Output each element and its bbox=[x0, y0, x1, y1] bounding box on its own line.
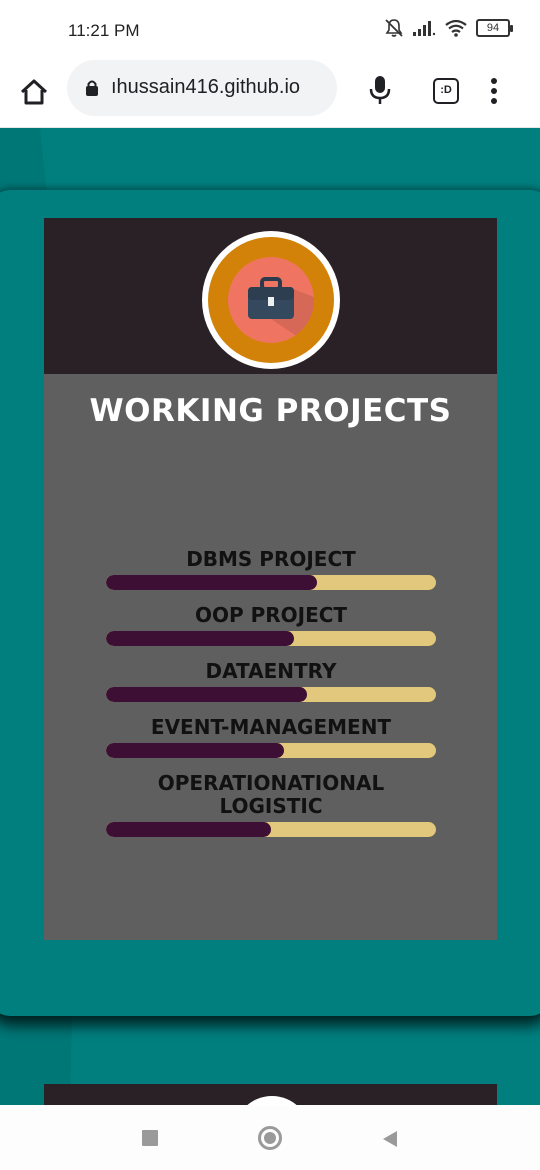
mute-icon bbox=[384, 18, 404, 38]
project-item: EVENT-MANAGEMENT bbox=[106, 716, 436, 758]
card-header bbox=[44, 218, 497, 374]
project-item: OPERATIONATIONAL LOGISTIC bbox=[106, 772, 436, 837]
next-card-header bbox=[44, 1084, 497, 1105]
project-item: DATAENTRY bbox=[106, 660, 436, 702]
home-circle-icon[interactable] bbox=[258, 1126, 282, 1150]
project-name: DATAENTRY bbox=[205, 659, 337, 683]
project-name: OPERATIONATIONAL LOGISTIC bbox=[157, 771, 385, 818]
briefcase-icon bbox=[248, 277, 314, 343]
navigation-bar bbox=[0, 1105, 540, 1170]
menu-icon[interactable] bbox=[490, 76, 498, 110]
progress-bar-fill bbox=[106, 687, 308, 702]
mic-icon[interactable] bbox=[368, 74, 392, 110]
back-icon[interactable] bbox=[381, 1129, 399, 1153]
wifi-icon bbox=[444, 19, 468, 37]
home-icon[interactable] bbox=[18, 76, 50, 108]
project-item: OOP PROJECT bbox=[106, 604, 436, 646]
card-title: WORKING PROJECTS bbox=[89, 393, 452, 429]
project-list: DBMS PROJECT OOP PROJECT DATAENTRY EVENT-MA… bbox=[106, 548, 436, 851]
project-name: EVENT-MANAGEMENT bbox=[150, 715, 392, 739]
battery-icon: 94 bbox=[476, 19, 513, 37]
project-name: DBMS PROJECT bbox=[186, 547, 356, 571]
url-field[interactable]: ıhussain416.github.io bbox=[67, 60, 337, 116]
progress-bar bbox=[106, 743, 436, 758]
url-text: ıhussain416.github.io bbox=[111, 76, 301, 98]
status-icons: 94 bbox=[384, 18, 513, 38]
signal-icon bbox=[412, 19, 436, 37]
lock-icon bbox=[85, 79, 99, 101]
progress-bar bbox=[106, 575, 436, 590]
web-page: WORKING PROJECTS DBMS PROJECT OOP PROJECT… bbox=[0, 128, 540, 1105]
next-card-badge bbox=[234, 1096, 310, 1105]
status-time: 11:21 PM bbox=[68, 21, 140, 40]
project-name: OOP PROJECT bbox=[194, 603, 348, 627]
projects-card: WORKING PROJECTS DBMS PROJECT OOP PROJECT… bbox=[0, 190, 540, 1016]
progress-bar bbox=[106, 687, 436, 702]
status-bar: 11:21 PM 94 bbox=[0, 0, 540, 60]
project-badge bbox=[202, 231, 340, 369]
progress-bar-fill bbox=[106, 631, 295, 646]
progress-bar-fill bbox=[106, 743, 285, 758]
tab-switcher-icon[interactable]: :D bbox=[433, 78, 459, 104]
recent-apps-icon[interactable] bbox=[142, 1130, 158, 1146]
progress-bar-fill bbox=[106, 822, 271, 837]
progress-bar bbox=[106, 822, 436, 837]
progress-bar bbox=[106, 631, 436, 646]
project-item: DBMS PROJECT bbox=[106, 548, 436, 590]
progress-bar-fill bbox=[106, 575, 318, 590]
projects-card-body: WORKING PROJECTS DBMS PROJECT OOP PROJECT… bbox=[44, 218, 497, 940]
browser-toolbar: ıhussain416.github.io :D bbox=[0, 60, 540, 128]
